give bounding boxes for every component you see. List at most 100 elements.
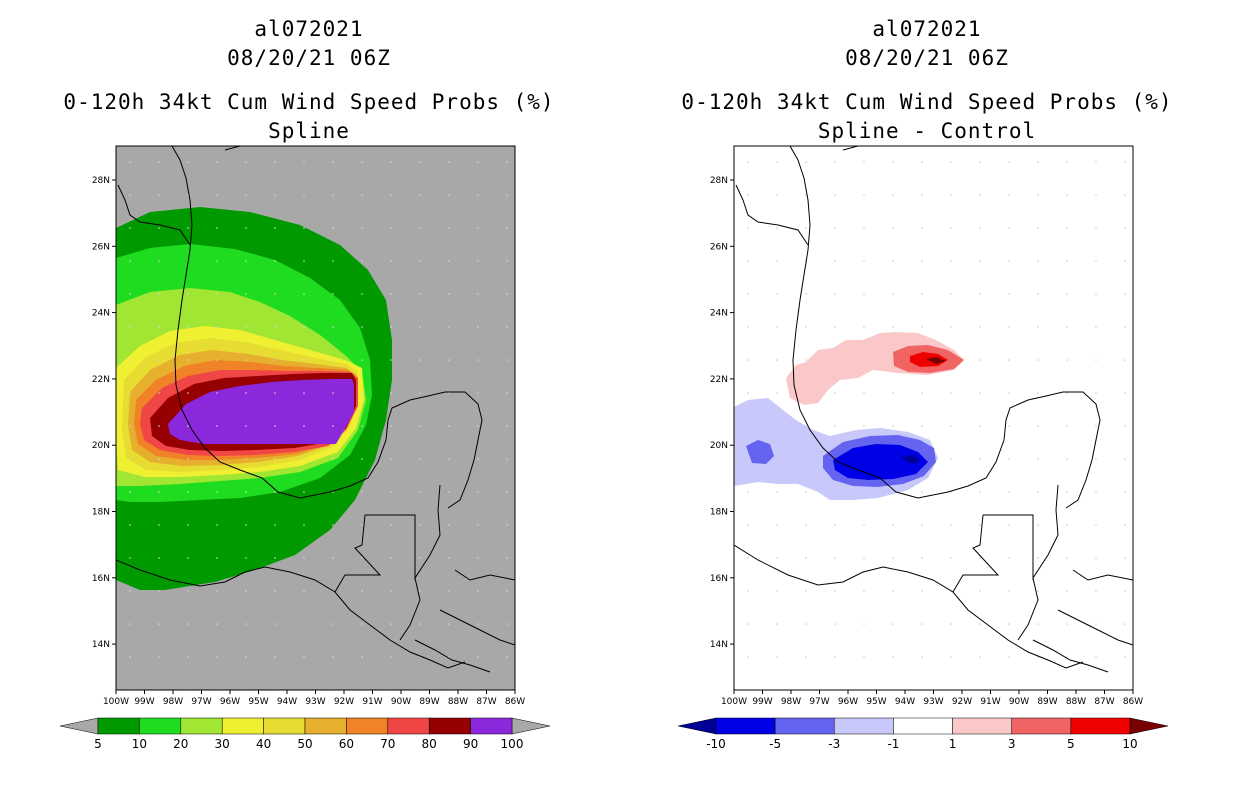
- colorbar-swatch: [893, 717, 953, 735]
- coastlines: [734, 146, 1133, 673]
- lon-tick-label: 86W: [505, 697, 525, 707]
- lon-tick-label: 100W: [103, 697, 129, 707]
- colorbar-swatch: [180, 717, 223, 735]
- lat-tick-label: 22N: [710, 375, 728, 385]
- colorbar-label: 10: [1122, 737, 1137, 751]
- colorbar-swatch: [346, 717, 389, 735]
- lon-tick-label: 96W: [838, 697, 858, 707]
- lon-tick-label: 88W: [1066, 697, 1086, 707]
- colorbar-difference: -10 -5 -3 -1 1 3 5 10: [677, 717, 1169, 751]
- lon-tick-label: 86W: [1123, 697, 1143, 707]
- colorbar-label: -3: [828, 737, 840, 751]
- colorbar-over-arrow: [1129, 717, 1169, 735]
- colorbar-under-arrow: [59, 717, 99, 735]
- lon-tick-label: 99W: [134, 697, 154, 707]
- right-panel: al072021 08/20/21 06Z 0-120h 34kt Cum Wi…: [618, 0, 1236, 800]
- lon-ticks: 100W 99W 98W 97W 96W 95W 94W 93W 92W 91W 90W 89W 88W…: [721, 690, 1143, 707]
- colorbar-swatch: [428, 717, 471, 735]
- colorbar-label: -10: [706, 737, 726, 751]
- colorbar-label: 1: [949, 737, 957, 751]
- lon-tick-label: 99W: [752, 697, 772, 707]
- colorbar-label: 3: [1008, 737, 1016, 751]
- lat-tick-label: 16N: [710, 574, 728, 584]
- storm-id-title: al072021: [872, 17, 982, 41]
- lat-tick-label: 14N: [710, 640, 728, 650]
- colorbar-spline: 5 10 20 30 40 50 60 70 80 90 100: [59, 717, 551, 751]
- lon-tick-label: 93W: [305, 697, 325, 707]
- colorbar-label: 90: [463, 737, 478, 751]
- lat-tick-label: 20N: [710, 441, 728, 451]
- colorbar-swatch: [470, 717, 513, 735]
- colorbar-label: -5: [769, 737, 781, 751]
- lat-tick-label: 24N: [710, 309, 728, 319]
- lon-tick-label: 97W: [809, 697, 829, 707]
- storm-id-title: al072021: [254, 17, 364, 41]
- left-panel: al072021 08/20/21 06Z 0-120h 34kt Cum Wi…: [59, 17, 554, 751]
- colorbar-swatch: [221, 717, 264, 735]
- colorbar-label: 5: [94, 737, 102, 751]
- colorbar-swatch: [139, 717, 182, 735]
- product-title: 0-120h 34kt Cum Wind Speed Probs (%): [681, 90, 1173, 114]
- lon-tick-label: 94W: [277, 697, 297, 707]
- colorbar-under-arrow: [677, 717, 717, 735]
- map-spline: 28N 26N 24N 22N 20N 18N 16N 14N 100W 99W 98W 97W 96…: [59, 145, 551, 751]
- lon-tick-label: 89W: [1037, 697, 1057, 707]
- lat-tick-label: 14N: [92, 640, 110, 650]
- lon-tick-label: 98W: [163, 697, 183, 707]
- lon-tick-label: 97W: [191, 697, 211, 707]
- coastlines: [116, 146, 515, 673]
- lat-tick-label: 18N: [710, 508, 728, 518]
- lon-tick-label: 92W: [952, 697, 972, 707]
- colorbar-swatch: [304, 717, 347, 735]
- colorbar-swatch: [263, 717, 306, 735]
- contour-neg-10: [900, 455, 921, 464]
- lat-ticks: 28N 26N 24N 22N 20N 18N 16N 14N: [710, 176, 734, 650]
- colorbar-swatch: [1070, 717, 1131, 735]
- colorbar-label: 70: [380, 737, 395, 751]
- lon-tick-label: 98W: [781, 697, 801, 707]
- lon-tick-label: 95W: [248, 697, 268, 707]
- lon-tick-label: 89W: [419, 697, 439, 707]
- lon-ticks: 100W 99W 98W 97W 96W 95W 94W 93W 92W 91W 90W 89W 88W…: [103, 690, 525, 707]
- lat-tick-label: 26N: [710, 242, 728, 252]
- lon-tick-label: 91W: [362, 697, 382, 707]
- lon-tick-label: 91W: [980, 697, 1000, 707]
- lon-tick-label: 93W: [923, 697, 943, 707]
- colorbar-label: 10: [132, 737, 147, 751]
- lat-tick-label: 20N: [92, 441, 110, 451]
- lat-tick-label: 28N: [710, 176, 728, 186]
- colorbar-label: 60: [339, 737, 354, 751]
- colorbar-label: 20: [173, 737, 188, 751]
- subtitle: Spline: [268, 119, 350, 143]
- lat-tick-label: 28N: [92, 176, 110, 186]
- lat-tick-label: 26N: [92, 242, 110, 252]
- lat-tick-label: 16N: [92, 574, 110, 584]
- colorbar-label: 50: [297, 737, 312, 751]
- contour-neg-5: [833, 444, 928, 480]
- lon-tick-label: 88W: [448, 697, 468, 707]
- colorbar-swatch: [774, 717, 835, 735]
- colorbar-swatch: [952, 717, 1012, 735]
- lon-tick-label: 96W: [220, 697, 240, 707]
- datetime-title: 08/20/21 06Z: [845, 46, 1009, 70]
- colorbar-label: 80: [422, 737, 437, 751]
- lon-tick-label: 92W: [334, 697, 354, 707]
- lon-tick-label: 87W: [476, 697, 496, 707]
- colorbar-label: 40: [256, 737, 271, 751]
- contour-pos-10: [926, 357, 946, 364]
- lat-tick-label: 22N: [92, 375, 110, 385]
- colorbar-swatch: [1011, 717, 1072, 735]
- colorbar-swatch: [387, 717, 430, 735]
- colorbar-label: 5: [1067, 737, 1075, 751]
- lat-tick-label: 18N: [92, 508, 110, 518]
- difference-contours: [734, 332, 964, 500]
- colorbar-label: 100: [501, 737, 524, 751]
- lon-tick-label: 100W: [721, 697, 747, 707]
- colorbar-swatch: [715, 717, 776, 735]
- datetime-title: 08/20/21 06Z: [227, 46, 391, 70]
- lon-tick-label: 90W: [1009, 697, 1029, 707]
- map-difference: 28N 26N 24N 22N 20N 18N 16N 14N 100W 99W 98W 97W 96…: [677, 145, 1169, 751]
- colorbar-swatch: [97, 717, 140, 735]
- lon-tick-label: 95W: [866, 697, 886, 707]
- colorbar-over-arrow: [511, 717, 551, 735]
